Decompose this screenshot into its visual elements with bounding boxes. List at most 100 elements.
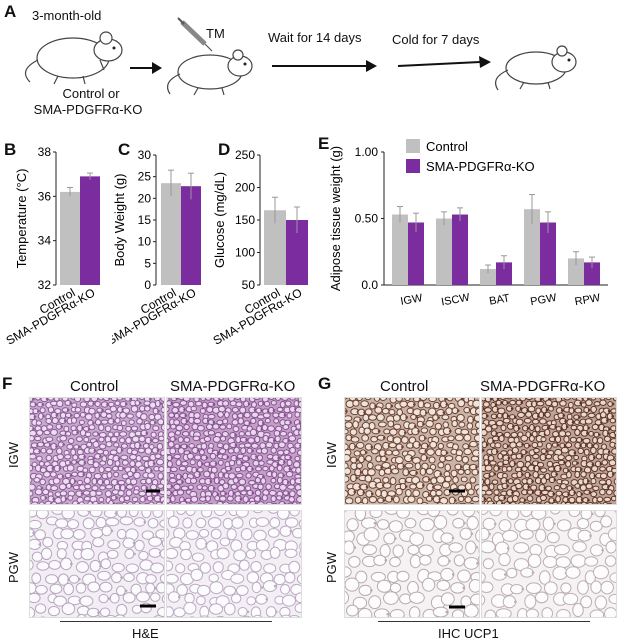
- histology-image-f-pgw-ko: [166, 510, 302, 618]
- cell: [464, 469, 471, 475]
- nucleus: [442, 411, 446, 414]
- cell: [389, 609, 405, 617]
- cell: [592, 565, 610, 580]
- cell: [440, 532, 454, 544]
- cell: [457, 569, 471, 583]
- arrow-icon: [397, 56, 491, 68]
- panel-label-b: B: [4, 140, 17, 159]
- cell: [87, 500, 93, 504]
- cell: [195, 400, 203, 407]
- cell: [34, 398, 42, 401]
- cell: [121, 501, 128, 504]
- nucleus: [611, 402, 615, 406]
- cell: [543, 501, 551, 504]
- cell: [250, 442, 259, 449]
- cell: [170, 466, 178, 473]
- cell: [502, 417, 511, 424]
- cell: [234, 398, 241, 401]
- cell: [262, 412, 271, 419]
- cell: [140, 413, 148, 421]
- cell: [299, 443, 301, 449]
- nucleus: [528, 444, 531, 447]
- cell: [592, 485, 600, 492]
- cell: [477, 462, 479, 468]
- chart-glucose: Glucose (mg/dL)50100150200250ControlSMA-…: [211, 148, 308, 345]
- cell: [47, 398, 55, 401]
- cell: [470, 593, 479, 606]
- cell: [563, 398, 571, 401]
- cell: [412, 489, 421, 498]
- cell: [206, 406, 214, 413]
- nucleus: [149, 398, 152, 401]
- cell: [169, 495, 176, 503]
- cell: [585, 399, 593, 407]
- nucleus: [576, 461, 579, 465]
- cell: [482, 594, 486, 606]
- cell: [262, 580, 278, 593]
- cell: [45, 417, 53, 424]
- cell: [364, 398, 372, 401]
- cell: [500, 424, 507, 432]
- cell: [160, 398, 164, 402]
- cell: [205, 423, 213, 431]
- cell: [357, 501, 365, 504]
- nucleus: [373, 521, 377, 525]
- cell: [207, 430, 216, 436]
- cell: [47, 406, 55, 414]
- cell: [357, 608, 373, 617]
- cell: [345, 566, 352, 578]
- nucleus: [517, 427, 521, 430]
- cell: [134, 539, 145, 552]
- cell: [250, 417, 257, 424]
- cell: [445, 407, 453, 416]
- cell: [498, 435, 505, 443]
- cell: [577, 529, 592, 542]
- cell: [456, 413, 465, 422]
- cell: [464, 496, 472, 504]
- nucleus: [154, 421, 157, 424]
- cell: [584, 556, 599, 567]
- cell: [361, 497, 369, 504]
- cell: [230, 573, 245, 584]
- cell: [235, 511, 249, 518]
- nucleus: [521, 587, 525, 591]
- nucleus: [106, 403, 109, 406]
- cell: [391, 449, 400, 457]
- cell: [73, 412, 81, 419]
- y-tick-label: 32: [38, 278, 52, 292]
- cell: [75, 582, 87, 594]
- nucleus: [159, 402, 162, 405]
- cell: [125, 489, 133, 497]
- cell: [572, 603, 584, 617]
- cell: [605, 489, 613, 496]
- cell: [152, 425, 160, 432]
- nucleus: [83, 455, 86, 459]
- cell: [482, 558, 494, 570]
- cell: [149, 483, 158, 491]
- nucleus: [212, 421, 216, 424]
- cell: [527, 553, 542, 568]
- nucleus: [38, 449, 42, 453]
- cell: [359, 449, 367, 456]
- cell: [116, 528, 127, 540]
- cell: [88, 424, 96, 431]
- cell: [30, 606, 36, 617]
- nucleus: [365, 485, 369, 489]
- cell: [370, 571, 386, 583]
- cell: [63, 582, 74, 596]
- cell: [148, 536, 163, 547]
- cell: [177, 436, 184, 444]
- nucleus: [377, 429, 381, 433]
- cell: [237, 607, 248, 617]
- cell: [295, 423, 301, 430]
- cell: [345, 428, 349, 435]
- cell: [541, 607, 554, 617]
- cell: [230, 484, 238, 490]
- nucleus: [506, 444, 510, 448]
- cell: [559, 400, 567, 407]
- cell: [568, 496, 576, 504]
- cell: [595, 453, 603, 460]
- cell: [59, 411, 67, 419]
- cell: [64, 454, 72, 460]
- nucleus: [132, 503, 135, 504]
